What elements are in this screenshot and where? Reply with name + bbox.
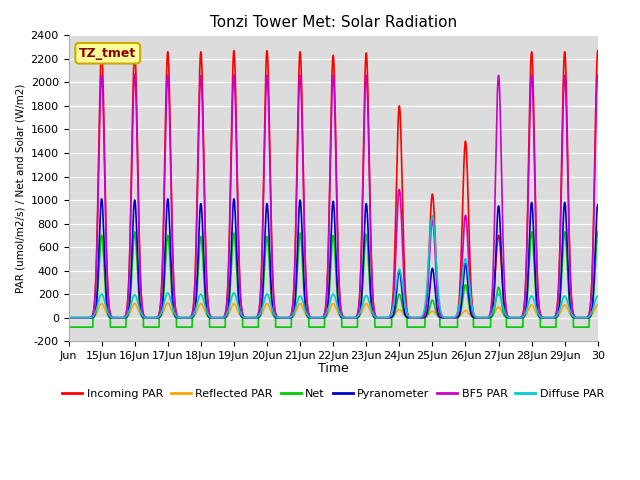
X-axis label: Time: Time (318, 362, 349, 375)
Title: Tonzi Tower Met: Solar Radiation: Tonzi Tower Met: Solar Radiation (209, 15, 457, 30)
Legend: Incoming PAR, Reflected PAR, Net, Pyranometer, BF5 PAR, Diffuse PAR: Incoming PAR, Reflected PAR, Net, Pyrano… (58, 384, 609, 403)
Text: TZ_tmet: TZ_tmet (79, 47, 136, 60)
Y-axis label: PAR (umol/m2/s) / Net and Solar (W/m2): PAR (umol/m2/s) / Net and Solar (W/m2) (15, 84, 25, 293)
